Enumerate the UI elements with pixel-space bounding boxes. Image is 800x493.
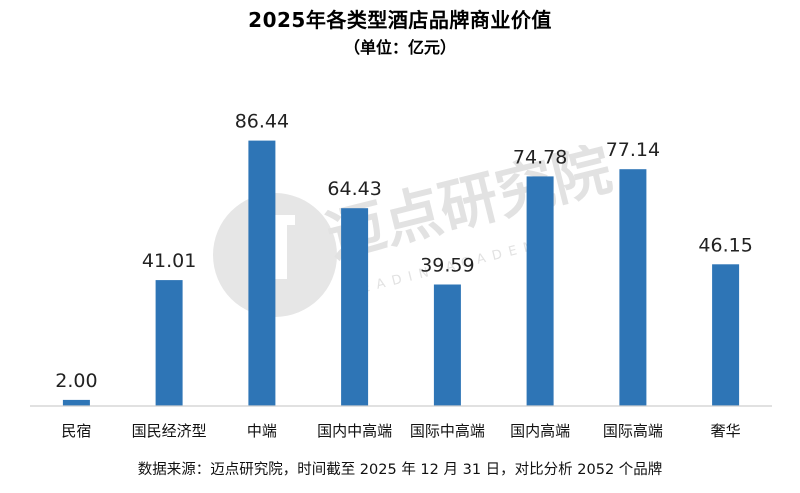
category-label: 国际中高端 xyxy=(410,422,485,440)
bar-value-label: 46.15 xyxy=(698,234,752,256)
chart-title: 2025年各类型酒店品牌商业价值 xyxy=(248,8,552,32)
bar-value-label: 77.14 xyxy=(606,139,660,161)
bar xyxy=(341,208,369,406)
category-label: 中端 xyxy=(247,422,277,440)
bar xyxy=(62,399,90,406)
category-label: 国内中高端 xyxy=(317,422,392,440)
bar-value-label: 86.44 xyxy=(235,111,289,133)
bar-value-label: 64.43 xyxy=(327,178,381,200)
bar-value-label: 39.59 xyxy=(420,255,474,277)
category-label: 国内高端 xyxy=(510,422,570,440)
bar xyxy=(248,140,276,406)
chart-subtitle: （单位：亿元） xyxy=(343,38,456,57)
category-label: 奢华 xyxy=(711,422,741,440)
bars-group xyxy=(62,140,740,406)
data-source-note: 数据来源：迈点研究院，时间截至 2025 年 12 月 31 日，对比分析 20… xyxy=(137,462,663,478)
bar xyxy=(155,280,183,406)
bar-value-label: 41.01 xyxy=(142,250,196,272)
category-labels-group: 民宿 国民经济型 中端 国内中高端 国际中高端 国内高端 国际高端 奢华 xyxy=(61,422,740,440)
bar xyxy=(619,169,647,406)
bar-value-label: 2.00 xyxy=(55,370,97,392)
bar xyxy=(712,264,740,406)
bar-value-label: 74.78 xyxy=(513,146,567,168)
bar xyxy=(526,176,554,406)
category-label: 国际高端 xyxy=(603,422,663,440)
bar xyxy=(433,284,461,406)
category-label: 国民经济型 xyxy=(132,422,207,440)
value-labels-group: 2.00 41.01 86.44 64.43 39.59 74.78 77.14 46.15 xyxy=(55,111,753,392)
category-label: 民宿 xyxy=(61,422,91,440)
